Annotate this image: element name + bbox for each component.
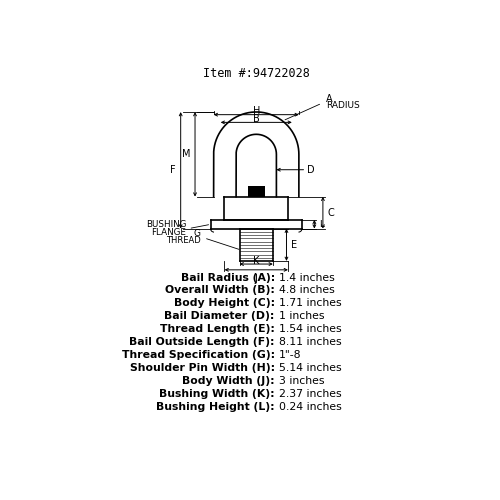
Text: Bushing Height (L):: Bushing Height (L):	[156, 402, 275, 411]
Text: Thread Specification (G):: Thread Specification (G):	[122, 350, 275, 360]
Text: F: F	[170, 166, 176, 175]
Text: 0.24 inches: 0.24 inches	[278, 402, 342, 411]
Text: THREAD: THREAD	[166, 236, 201, 246]
Text: 4.8 inches: 4.8 inches	[278, 286, 334, 296]
Text: Thread Length (E):: Thread Length (E):	[160, 324, 275, 334]
Text: G: G	[194, 229, 201, 238]
Text: K: K	[253, 256, 260, 266]
Text: Body Width (J):: Body Width (J):	[182, 376, 275, 386]
Text: 8.11 inches: 8.11 inches	[278, 337, 342, 347]
Text: 5.14 inches: 5.14 inches	[278, 363, 342, 373]
Text: 2.37 inches: 2.37 inches	[278, 388, 342, 398]
Text: Bail Diameter (D):: Bail Diameter (D):	[164, 311, 275, 321]
Text: Item #:94722028: Item #:94722028	[203, 67, 310, 80]
Text: M: M	[182, 150, 190, 160]
Text: Overall Width (B):: Overall Width (B):	[165, 286, 275, 296]
Text: 1"-8: 1"-8	[278, 350, 301, 360]
Text: 1 inches: 1 inches	[278, 311, 324, 321]
Text: D: D	[308, 164, 315, 174]
Text: H: H	[252, 106, 260, 116]
Text: Bushing Width (K):: Bushing Width (K):	[159, 388, 275, 398]
Text: BUSHING: BUSHING	[146, 220, 186, 230]
Text: 1.54 inches: 1.54 inches	[278, 324, 342, 334]
Bar	[248, 186, 265, 196]
Text: J: J	[255, 274, 258, 284]
Text: 1.71 inches: 1.71 inches	[278, 298, 342, 308]
Text: RADIUS: RADIUS	[326, 102, 360, 110]
Text: Bail Outside Length (F):: Bail Outside Length (F):	[130, 337, 275, 347]
Text: L: L	[319, 220, 324, 228]
Text: Body Height (C):: Body Height (C):	[174, 298, 275, 308]
Text: A: A	[326, 94, 332, 104]
Text: B: B	[253, 114, 260, 124]
Text: 3 inches: 3 inches	[278, 376, 324, 386]
Text: C: C	[328, 208, 334, 218]
Text: 1.4 inches: 1.4 inches	[278, 272, 334, 282]
Text: Bail Radius (A):: Bail Radius (A):	[180, 272, 275, 282]
Text: Shoulder Pin Width (H):: Shoulder Pin Width (H):	[130, 363, 275, 373]
Text: FLANGE: FLANGE	[152, 228, 186, 237]
Text: E: E	[291, 240, 297, 250]
